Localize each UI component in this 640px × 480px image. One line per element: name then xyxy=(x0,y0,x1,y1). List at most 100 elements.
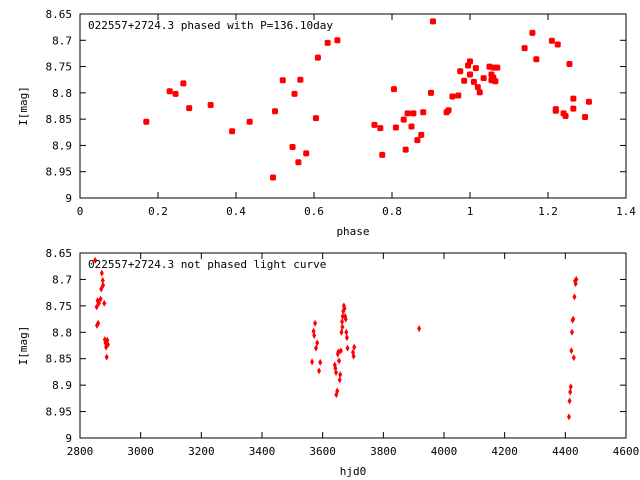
phased-plot-x-label: phase xyxy=(336,225,369,238)
data-point xyxy=(313,319,318,327)
phased-plot-y-axis: 8.65 8.7 8.75 8.8 8.85 8.9 8.95 9 xyxy=(46,8,626,205)
data-point xyxy=(100,276,105,284)
data-point xyxy=(377,125,384,132)
data-point xyxy=(343,315,348,323)
data-point xyxy=(548,37,555,44)
data-point xyxy=(96,299,101,307)
data-point xyxy=(98,295,103,303)
data-point xyxy=(408,123,415,130)
data-point xyxy=(461,77,468,84)
data-point xyxy=(272,108,278,115)
data-point xyxy=(314,54,321,61)
data-point xyxy=(570,95,577,102)
phased-plot-y-tick-label: 9 xyxy=(65,192,72,205)
phased-plot-frame xyxy=(79,13,627,199)
data-point xyxy=(312,331,317,339)
data-point xyxy=(467,58,473,65)
data-point xyxy=(344,334,349,342)
phased-plot-x-tick-label: 0.6 xyxy=(304,205,324,218)
unphased-plot-x-tick-label: 3400 xyxy=(249,445,276,458)
data-point xyxy=(392,124,399,131)
data-point xyxy=(289,144,296,151)
data-point xyxy=(291,90,298,97)
data-point xyxy=(338,371,343,379)
data-point xyxy=(457,68,464,75)
phased-plot-x-tick-label: 0 xyxy=(77,205,84,218)
data-point xyxy=(105,340,110,348)
data-point xyxy=(566,413,571,421)
data-point xyxy=(585,98,592,105)
phased-plot-y-tick-label: 8.75 xyxy=(46,61,73,74)
data-point xyxy=(472,65,479,72)
unphased-plot-x-label: hjd0 xyxy=(340,465,367,478)
data-point xyxy=(480,75,487,82)
data-point xyxy=(339,328,344,336)
data-point xyxy=(303,150,310,157)
data-point xyxy=(246,118,253,125)
phased-plot-x-tick-label: 1.2 xyxy=(538,205,558,218)
unphased-plot-x-tick-label: 3800 xyxy=(370,445,397,458)
data-point xyxy=(449,93,456,100)
phased-plot-points xyxy=(143,18,592,181)
unphased-plot-y-tick-label: 8.85 xyxy=(46,353,73,366)
data-point xyxy=(186,105,193,112)
data-point xyxy=(476,89,483,96)
data-point xyxy=(270,174,277,181)
data-point xyxy=(229,128,236,135)
unphased-plot-y-tick-label: 8.65 xyxy=(46,247,73,260)
data-point xyxy=(340,312,345,320)
data-point xyxy=(572,293,577,301)
data-point xyxy=(567,397,572,405)
data-point xyxy=(313,344,318,352)
data-point xyxy=(312,115,319,122)
data-point xyxy=(96,319,101,327)
data-point xyxy=(533,56,540,63)
unphased-plot-y-tick-label: 8.9 xyxy=(52,379,72,392)
data-point xyxy=(102,299,107,307)
data-point xyxy=(180,80,187,87)
data-point xyxy=(404,110,411,117)
data-point xyxy=(104,353,109,361)
data-point xyxy=(445,107,452,114)
data-point xyxy=(342,305,347,312)
unphased-plot-y-label: I[mag] xyxy=(17,326,30,366)
data-point xyxy=(568,383,573,391)
phased-plot-y-tick-label: 8.7 xyxy=(52,34,72,47)
data-point xyxy=(467,71,473,78)
data-point xyxy=(552,107,559,114)
phased-plot-x-tick-label: 1 xyxy=(467,205,474,218)
phased-plot-y-tick-label: 8.8 xyxy=(52,87,72,100)
data-point xyxy=(101,281,106,289)
data-point xyxy=(337,357,342,365)
data-point xyxy=(93,256,98,264)
data-point xyxy=(94,303,99,311)
data-point xyxy=(172,90,179,97)
data-point xyxy=(569,347,574,355)
data-point xyxy=(352,343,357,351)
data-point xyxy=(571,354,576,362)
unphased-plot-y-tick-label: 8.75 xyxy=(46,300,73,313)
unphased-plot-y-tick-label: 8.8 xyxy=(52,326,72,339)
data-point xyxy=(390,86,397,93)
phased-plot-y-tick-label: 8.95 xyxy=(46,166,73,179)
data-point xyxy=(334,368,339,376)
phased-plot-x-tick-label: 0.8 xyxy=(382,205,402,218)
data-point xyxy=(317,367,322,375)
data-point xyxy=(297,76,304,83)
data-point xyxy=(345,344,350,352)
phased-plot-x-tick-label: 0.2 xyxy=(148,205,168,218)
phased-plot-x-tick-label: 1.4 xyxy=(616,205,636,218)
data-point xyxy=(340,318,345,326)
unphased-plot-x-tick-label: 4400 xyxy=(552,445,579,458)
phased-plot-y-tick-label: 8.65 xyxy=(46,8,73,21)
unphased-plot-x-tick-label: 4200 xyxy=(491,445,518,458)
data-point xyxy=(554,41,561,48)
data-point xyxy=(494,64,501,71)
data-point xyxy=(582,114,589,121)
data-point xyxy=(295,159,302,166)
phased-plot-y-tick-label: 8.85 xyxy=(46,113,73,126)
data-point xyxy=(418,131,425,138)
data-point xyxy=(492,78,499,85)
data-point xyxy=(570,105,577,112)
unphased-plot-points xyxy=(93,256,579,421)
